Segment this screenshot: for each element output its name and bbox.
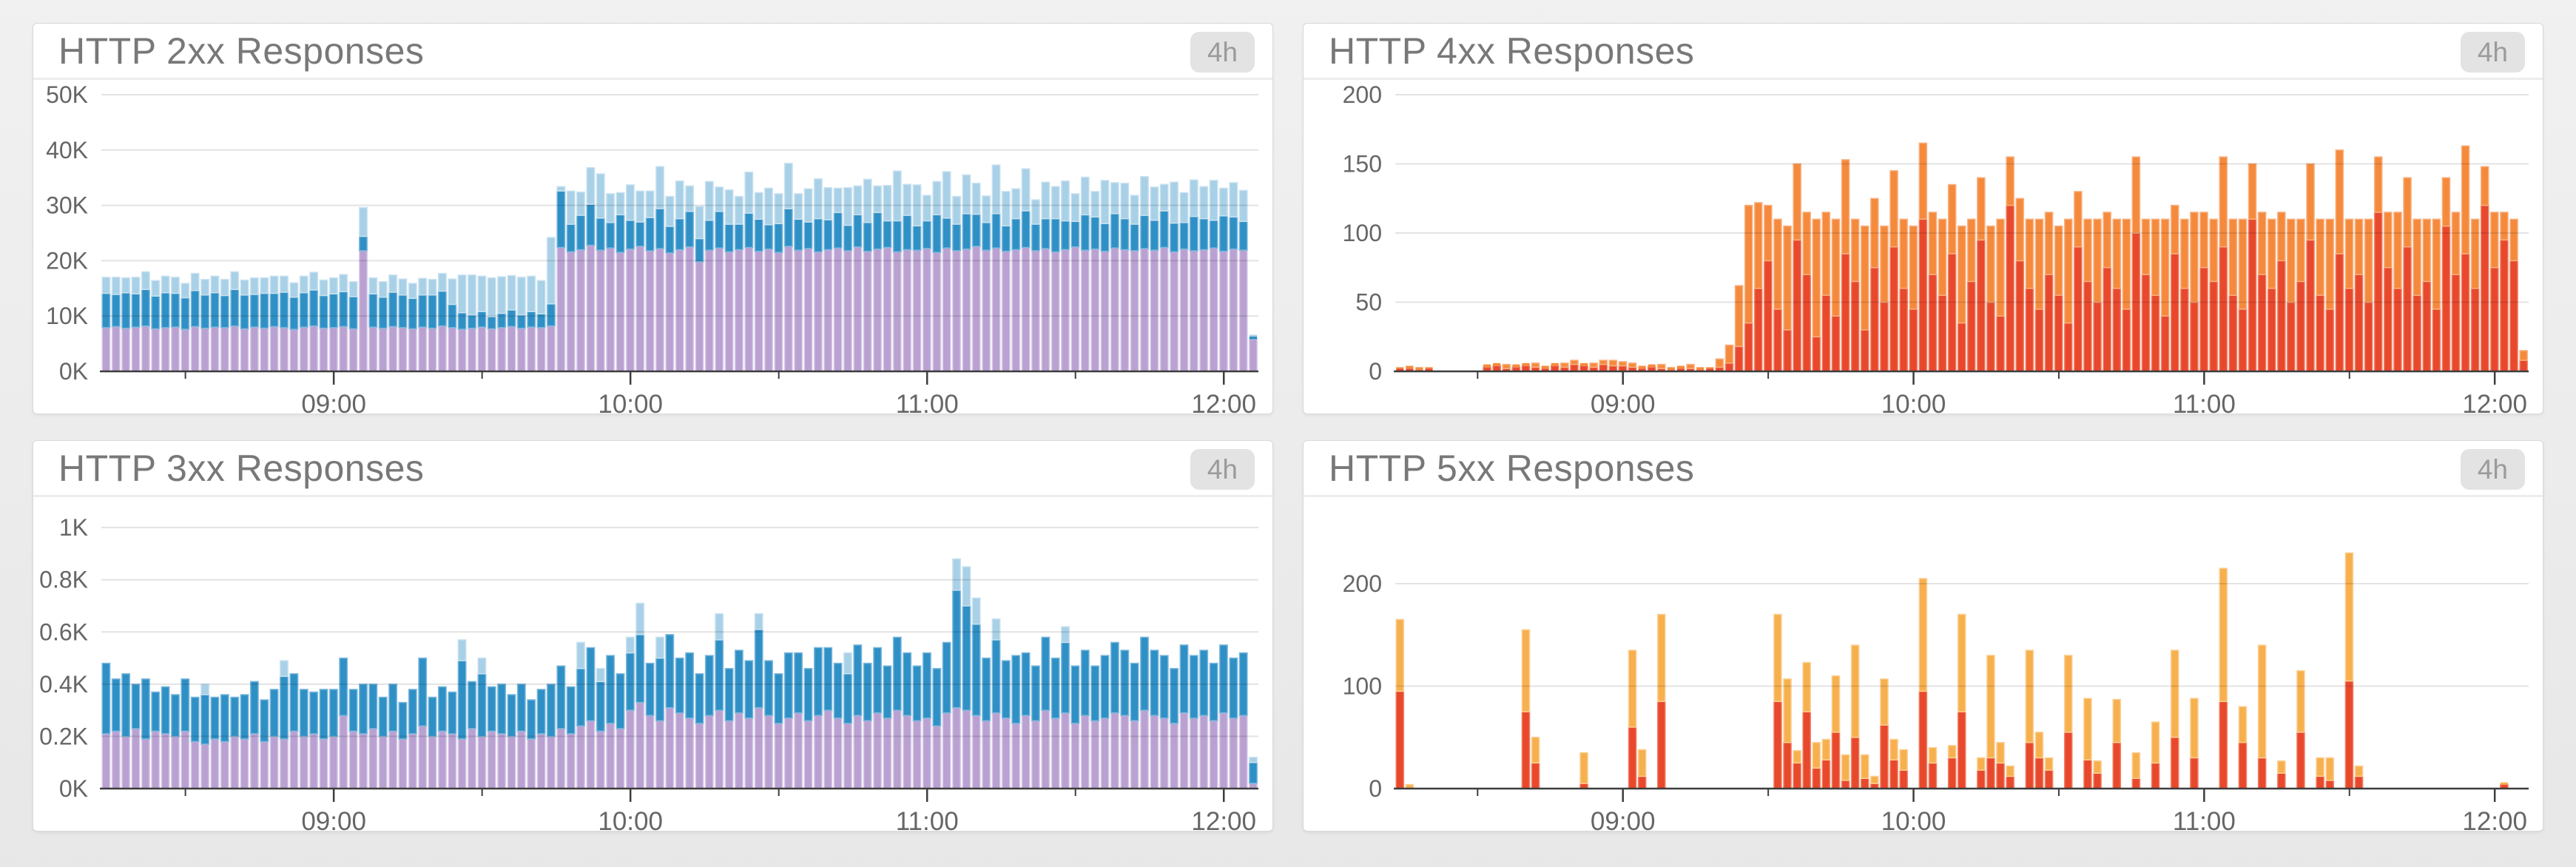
svg-text:0K: 0K [59,358,88,385]
svg-text:12:00: 12:00 [1191,390,1256,415]
svg-text:11:00: 11:00 [896,390,959,415]
series-purple [101,701,1258,789]
series-blue [101,190,1258,340]
svg-text:10:00: 10:00 [598,390,663,415]
svg-text:0: 0 [1369,358,1382,385]
panel-http-5xx: 0 100 200 09:00 10:00 11:00 12:00 HTTP 5xx Res… [1303,440,2544,832]
chart-http-2xx: 0K 10K 20K 30K 40K 50K 09:00 10:00 11:00 12:00 [33,24,1274,415]
svg-text:09:00: 09:00 [1591,807,1656,832]
chart-svg: 0 100 200 09:00 10:00 11:00 12:00 [1343,552,2529,832]
svg-text:09:00: 09:00 [301,390,366,415]
chart-http-5xx: 0 100 200 09:00 10:00 11:00 12:00 [1304,441,2544,832]
chart-http-3xx: 0K 0.2K 0.4K 0.6K 0.8K 1K 09:00 10:00 11:00 12:00 [33,441,1274,832]
svg-text:50K: 50K [46,81,88,108]
panel-http-2xx: 0K 10K 20K 30K 40K 50K 09:00 10:00 11:00 12:00 HT… [33,23,1274,415]
svg-text:11:00: 11:00 [2173,390,2236,415]
svg-text:0.6K: 0.6K [39,618,88,645]
svg-text:09:00: 09:00 [1591,390,1656,415]
svg-text:10:00: 10:00 [1881,807,1946,832]
chart-http-4xx: 0 50 100 150 200 09:00 10:00 11:00 12:00 [1304,24,2544,415]
time-range-badge[interactable]: 4h [2460,449,2525,490]
svg-text:11:00: 11:00 [2173,807,2236,832]
svg-text:12:00: 12:00 [2462,390,2527,415]
svg-text:11:00: 11:00 [896,807,959,832]
svg-text:0.8K: 0.8K [39,567,88,593]
svg-text:1K: 1K [59,514,88,541]
panel-title: HTTP 5xx Responses [1329,448,1695,489]
svg-text:50: 50 [1355,289,1382,316]
panel-header: HTTP 5xx Responses 4h [1304,441,2543,497]
chart-svg: 0K 0.2K 0.4K 0.6K 0.8K 1K 09:00 10:00 11:00 12:00 [39,514,1258,832]
svg-text:150: 150 [1343,151,1382,178]
panel-title: HTTP 3xx Responses [58,448,425,489]
series-light-blue [200,558,1258,763]
svg-text:100: 100 [1343,672,1382,699]
panel-http-3xx: 0K 0.2K 0.4K 0.6K 0.8K 1K 09:00 10:00 11:00 12:00… [33,440,1274,832]
time-range-badge[interactable]: 4h [1190,449,1255,490]
svg-text:10K: 10K [46,303,88,329]
svg-text:30K: 30K [46,192,88,219]
panel-header: HTTP 2xx Responses 4h [33,24,1272,80]
time-range-badge[interactable]: 4h [1190,32,1255,72]
svg-text:200: 200 [1343,81,1382,108]
series-red [1396,204,2528,372]
panel-title: HTTP 4xx Responses [1329,30,1695,72]
panel-http-4xx: 0 50 100 150 200 09:00 10:00 11:00 12:00 HTTP 4x… [1303,23,2544,415]
series-amber [1395,552,2508,789]
series-light-blue [101,163,1258,337]
chart-svg: 0K 10K 20K 30K 40K 50K 09:00 10:00 11:00 12:00 [46,81,1258,415]
svg-text:0.2K: 0.2K [39,723,88,749]
svg-text:0K: 0K [59,775,88,802]
chart-svg: 0 50 100 150 200 09:00 10:00 11:00 12:00 [1343,81,2529,415]
svg-text:10:00: 10:00 [1881,390,1946,415]
svg-text:20K: 20K [46,247,88,274]
svg-text:12:00: 12:00 [2462,807,2527,832]
svg-text:40K: 40K [46,137,88,163]
series-red [1395,680,2509,789]
panel-header: HTTP 4xx Responses 4h [1304,24,2543,80]
svg-text:100: 100 [1343,220,1382,246]
svg-text:10:00: 10:00 [598,807,663,832]
series-orange [1396,142,2528,371]
time-range-badge[interactable]: 4h [2460,32,2525,72]
svg-text:09:00: 09:00 [301,807,366,832]
panel-title: HTTP 2xx Responses [58,30,425,72]
svg-text:200: 200 [1343,570,1382,597]
series-blue [101,590,1258,784]
svg-text:12:00: 12:00 [1191,807,1256,832]
svg-text:0.4K: 0.4K [39,671,88,698]
svg-text:0: 0 [1369,775,1382,802]
panel-header: HTTP 3xx Responses 4h [33,441,1272,497]
